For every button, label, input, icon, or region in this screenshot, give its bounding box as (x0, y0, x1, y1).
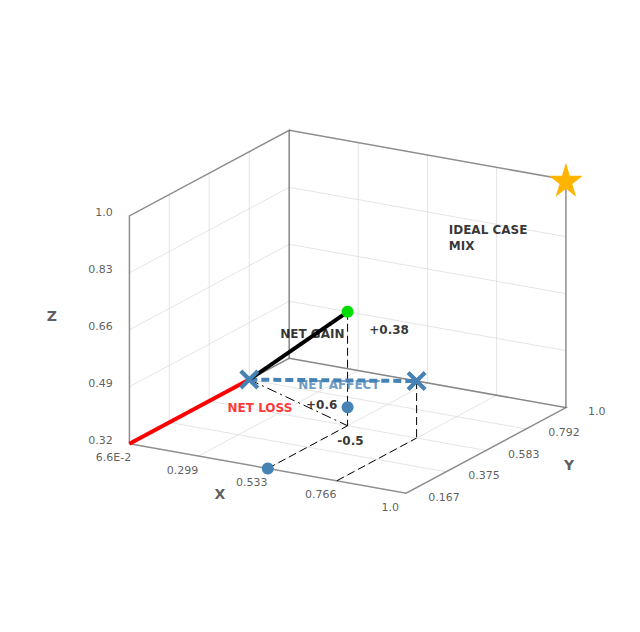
svg-text:0.375: 0.375 (468, 469, 500, 482)
svg-text:0.66: 0.66 (88, 320, 113, 333)
svg-text:+0.6: +0.6 (306, 398, 337, 412)
svg-text:1.0: 1.0 (588, 405, 606, 418)
svg-text:NET AFFECT: NET AFFECT (298, 378, 380, 392)
svg-text:-0.5: -0.5 (337, 434, 363, 448)
svg-text:X: X (214, 486, 225, 502)
svg-text:0.533: 0.533 (236, 476, 267, 489)
svg-text:1.0: 1.0 (95, 206, 113, 219)
svg-text:0.792: 0.792 (548, 426, 580, 439)
svg-text:NET GAIN: NET GAIN (280, 327, 344, 341)
svg-text:0.299: 0.299 (167, 464, 199, 477)
svg-text:0.49: 0.49 (88, 377, 113, 390)
svg-text:0.766: 0.766 (305, 488, 337, 501)
svg-text:IDEAL CASE: IDEAL CASE (449, 223, 528, 237)
svg-text:Z: Z (47, 308, 57, 324)
svg-text:6.6E-2: 6.6E-2 (96, 451, 131, 464)
svg-text:MIX: MIX (449, 239, 475, 253)
svg-text:0.167: 0.167 (428, 491, 460, 504)
svg-text:Y: Y (563, 457, 575, 473)
svg-text:+0.38: +0.38 (369, 323, 409, 337)
svg-text:1.0: 1.0 (381, 501, 399, 514)
svg-text:0.583: 0.583 (508, 448, 540, 461)
svg-text:0.83: 0.83 (88, 263, 113, 276)
svg-text:NET LOSS: NET LOSS (228, 401, 293, 415)
svg-text:0.32: 0.32 (88, 434, 113, 447)
